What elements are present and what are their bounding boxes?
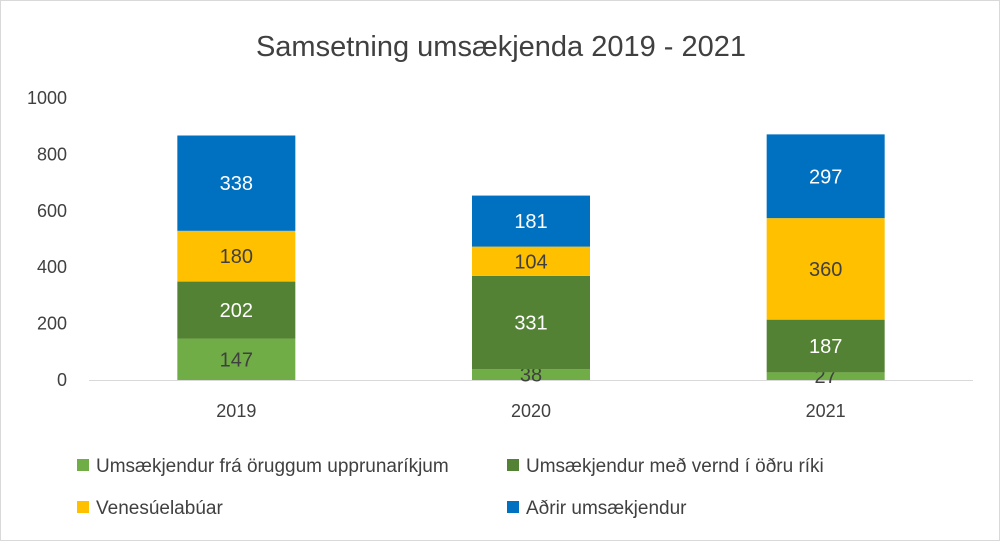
data-label: 360	[809, 259, 842, 281]
legend-swatch	[507, 459, 519, 471]
data-label: 338	[220, 173, 253, 195]
chart-title: Samsetning umsækjenda 2019 - 2021	[256, 31, 746, 63]
bar-segment	[766, 218, 885, 320]
bar-segment	[177, 281, 296, 339]
bar-segment	[177, 135, 296, 231]
y-tick-label: 400	[37, 257, 67, 277]
data-label: 180	[220, 246, 253, 268]
data-label: 297	[809, 166, 842, 188]
legend-label: Aðrir umsækjendur	[526, 498, 687, 519]
legend-label: Venesúelabúar	[96, 498, 223, 519]
x-tick-label: 2021	[806, 401, 846, 421]
legend-label: Umsækjendur með vernd í öðru ríki	[526, 456, 824, 477]
data-label: 104	[514, 251, 547, 273]
y-tick-label: 0	[57, 370, 67, 390]
bar-segment	[177, 338, 296, 380]
legend-swatch	[507, 501, 519, 513]
bar-segment	[472, 275, 590, 370]
data-label: 147	[220, 349, 253, 371]
legend-swatch	[77, 459, 89, 471]
legend-label: Umsækjendur frá öruggum upprunaríkjum	[96, 456, 449, 477]
legend-swatch	[77, 501, 89, 513]
data-label: 202	[220, 300, 253, 322]
y-tick-label: 600	[37, 201, 67, 221]
data-label: 38	[520, 365, 542, 387]
y-tick-label: 800	[37, 144, 67, 164]
bar-segment	[766, 319, 885, 373]
bar-segment	[472, 246, 590, 276]
x-tick-label: 2020	[511, 401, 551, 421]
y-tick-label: 1000	[27, 88, 67, 108]
data-label: 187	[809, 336, 842, 358]
y-axis: 0 200 400 600 800 1000	[27, 88, 67, 390]
bar-segment	[177, 230, 296, 282]
bar-segment	[472, 195, 590, 247]
x-axis: 2019 2020 2021	[89, 380, 973, 421]
y-tick-label: 200	[37, 314, 67, 334]
x-tick-label: 2019	[216, 401, 256, 421]
bar-segment	[766, 372, 885, 380]
legend: Umsækjendur frá öruggum upprunaríkjum Ums…	[77, 456, 824, 519]
bar-segment	[766, 134, 885, 219]
data-label: 331	[514, 313, 547, 335]
data-label: 181	[514, 211, 547, 233]
bar-segment	[472, 369, 590, 380]
